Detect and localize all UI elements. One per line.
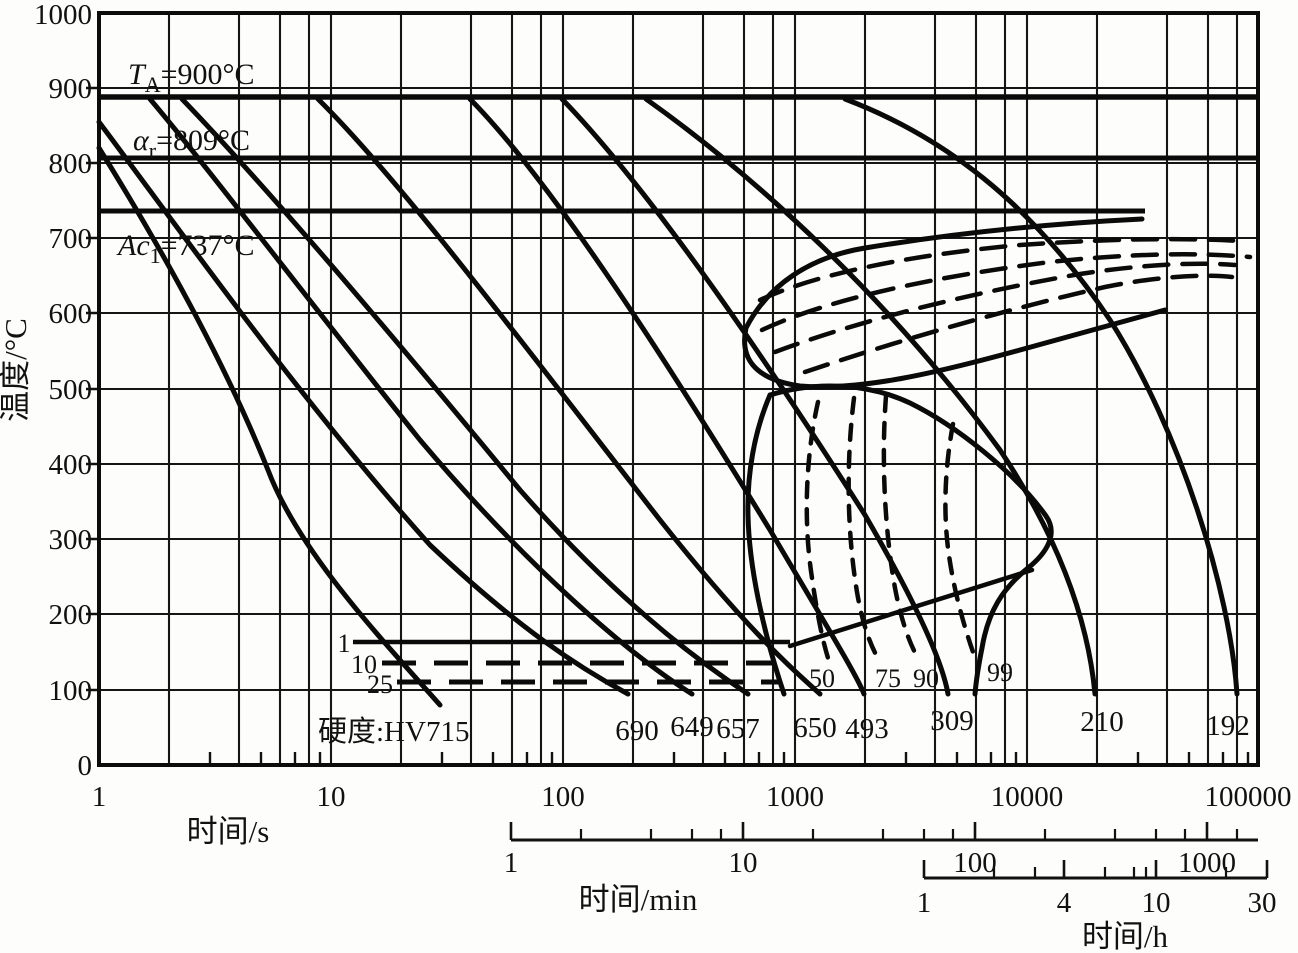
ar-809-label: αr=809°C [133,124,250,163]
x-axis-title-seconds: 时间/s [187,814,270,849]
martensite-fraction-lines [353,639,790,685]
x-axis-minor-ticks [208,752,1250,765]
cooling-curve-657 [179,96,751,697]
y-tick-100: 100 [49,675,93,707]
fraction-label-75: 75 [875,664,901,693]
pearlite-region [742,216,1253,390]
hardness-210: 210 [1080,706,1124,738]
hardness-prefix: 硬度:HV715 [318,715,469,748]
hardness-309: 309 [930,705,974,737]
hardness-690: 690 [615,715,659,747]
fraction-label-1: 1 [338,629,351,658]
cooling-curve-690 [96,119,631,697]
pearlite-boundary [742,216,1168,390]
y-tick-400: 400 [49,449,93,481]
pearlite-fraction-curves [757,236,1253,375]
x-tick-100000: 100000 [1205,781,1292,813]
minutes-axis-tick-labels: 1 10 100 1000 [504,847,1236,879]
cooling-curve-192 [842,96,1240,697]
hardness-649: 649 [670,711,714,743]
y-tick-600: 600 [49,298,93,330]
plot-border [97,11,1260,767]
y-axis-ticks [86,86,99,692]
y-axis-tick-labels: 1000 900 800 700 600 500 400 300 200 100… [34,0,92,782]
cooling-curve-650 [315,96,823,697]
y-tick-900: 900 [49,73,93,105]
one-percent-diagonal [787,567,1035,649]
y-tick-0: 0 [78,750,93,782]
x-tick-10000: 10000 [991,781,1064,813]
x-tick-1000: 1000 [766,781,824,813]
hours-axis [922,860,1269,880]
fraction-label-50: 50 [809,664,835,693]
y-tick-200: 200 [49,599,93,631]
x-axis-tick-labels: 1 10 100 1000 10000 100000 [92,781,1292,813]
min-tick-1: 1 [504,847,519,879]
cooling-curves [96,96,1240,708]
minutes-axis [509,822,1258,842]
hardness-650: 650 [793,712,837,744]
cooling-curve-309 [559,96,951,697]
bainite-fraction-curves [804,393,976,663]
h-tick-4: 4 [1057,887,1072,919]
hardness-657: 657 [716,713,760,745]
ta-900-label: TA=900°C [128,58,255,97]
bainite-boundary-left [745,392,787,697]
h-tick-10: 10 [1142,887,1171,919]
min-tick-1000: 1000 [1178,847,1236,879]
hours-axis-tick-labels: 1 4 10 30 [917,887,1277,919]
cooling-curve-649 [147,96,695,697]
min-tick-100: 100 [953,847,997,879]
y-tick-500: 500 [49,374,93,406]
hardness-labels: 硬度:HV715 690 649 657 650 493 309 210 192 [318,705,1250,748]
fraction-label-99: 99 [987,658,1013,687]
hardness-192: 192 [1206,710,1250,742]
cooling-curve-493 [467,96,867,697]
x-axis-title-hours: 时间/h [1082,919,1169,953]
bainite-boundary-top-right [767,383,1054,697]
bainite-region [745,383,1054,697]
y-tick-700: 700 [49,223,93,255]
h-tick-1: 1 [917,887,932,919]
y-tick-800: 800 [49,148,93,180]
cooling-curve-hv715 [96,145,443,708]
ac1-737-label: Ac1=737°C [116,229,255,268]
fraction-label-25: 25 [367,670,393,699]
reference-lines [99,94,1258,214]
x-tick-1: 1 [92,781,107,813]
y-tick-1000: 1000 [34,0,92,31]
fraction-label-90: 90 [913,664,939,693]
min-tick-10: 10 [729,847,758,879]
fraction-labels: 1 10 25 50 75 90 99 [338,629,1014,699]
h-tick-30: 30 [1248,887,1277,919]
hardness-493: 493 [845,713,889,745]
x-tick-100: 100 [541,781,585,813]
x-axis-title-minutes: 时间/min [579,882,698,917]
x-tick-10: 10 [317,781,346,813]
y-tick-300: 300 [49,524,93,556]
fraction-label-10: 10 [351,650,377,679]
cooling-curve-210 [643,96,1098,697]
y-axis-title: 温度/°C [0,318,33,422]
